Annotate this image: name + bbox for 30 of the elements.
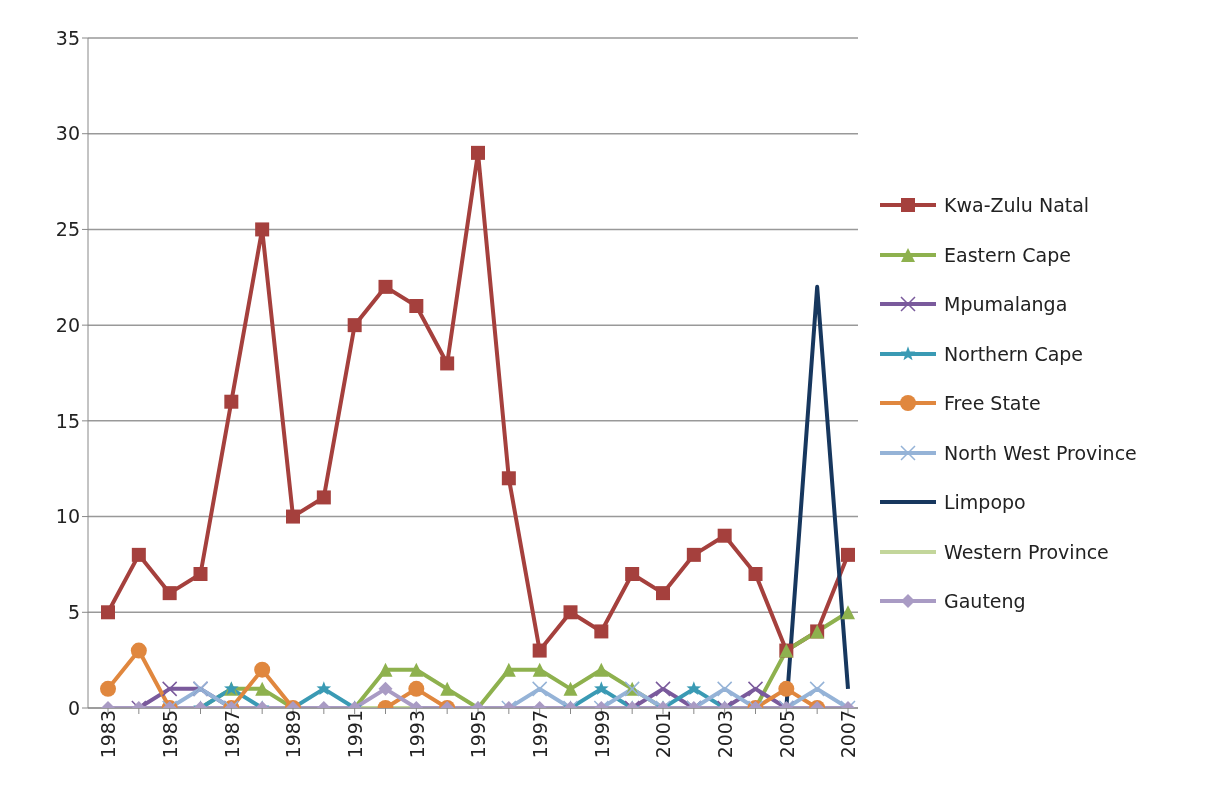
y-tick-label: 10 [55,505,80,528]
x-tick-label: 1987 [220,710,243,759]
x-tick-label: 1989 [282,710,305,759]
x-tick-label: 2005 [775,710,798,759]
legend-label: Eastern Cape [944,243,1071,266]
x-tick-label: 1985 [159,710,182,759]
x-tick-label: 1999 [590,710,613,759]
y-tick-label: 25 [55,218,80,241]
y-tick-label: 15 [55,409,80,432]
x-tick-label: 2007 [837,710,860,759]
x-tick-label: 1991 [344,710,367,759]
legend-label: Gauteng [944,590,1026,612]
legend-label: Western Province [944,540,1109,563]
x-tick-label: 1997 [529,710,552,759]
y-tick-label: 35 [55,26,80,49]
x-tick-label: 2003 [714,710,737,759]
x-tick-label: 1983 [97,710,120,759]
x-tick-label: 1993 [405,710,428,759]
x-tick-label: 2001 [652,710,675,759]
legend-label: Limpopo [944,491,1026,513]
legend-label: North West Province [944,441,1137,464]
y-tick-label: 5 [67,601,80,624]
x-tick-label: 1995 [467,710,490,759]
legend-label: Kwa-Zulu Natal [944,194,1090,216]
legend-label: Mpumalanga [944,293,1068,315]
y-tick-label: 30 [55,122,80,145]
legend-label: Northern Cape [944,342,1084,365]
y-tick-label: 20 [55,313,80,336]
y-tick-label: 0 [67,696,80,719]
legend-label: Free State [944,392,1041,414]
